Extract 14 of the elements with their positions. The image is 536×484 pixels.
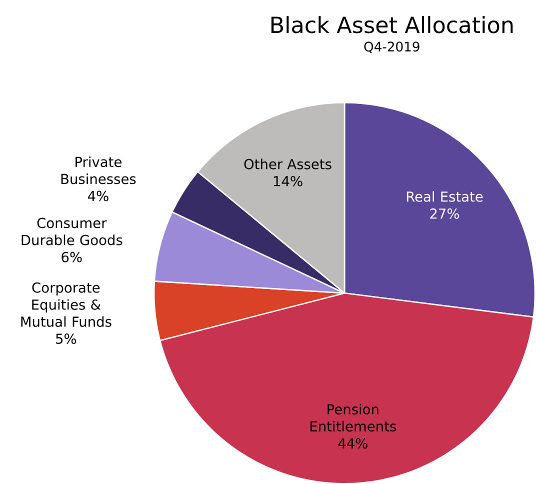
slice-label: Other Assets [244, 158, 332, 170]
slice-label: Pension Entitlements [310, 404, 396, 432]
data-label: 5% [56, 333, 76, 344]
data-label: 6% [62, 252, 82, 262]
data-label: 27% [430, 208, 460, 219]
slice-label: Corporate Equities & Mutual Funds [21, 282, 112, 327]
chart-subtitle: Q4-2019 [364, 42, 420, 53]
chart-title: Black Asset Allocation [271, 16, 513, 34]
slice-label: Consumer Durable Goods [22, 218, 122, 246]
data-label: 14% [274, 176, 302, 186]
data-label: 44% [338, 438, 368, 448]
slice-label: Private Businesses [61, 156, 136, 184]
data-label: 4% [88, 190, 108, 202]
slice-label: Real Estate [406, 191, 483, 202]
